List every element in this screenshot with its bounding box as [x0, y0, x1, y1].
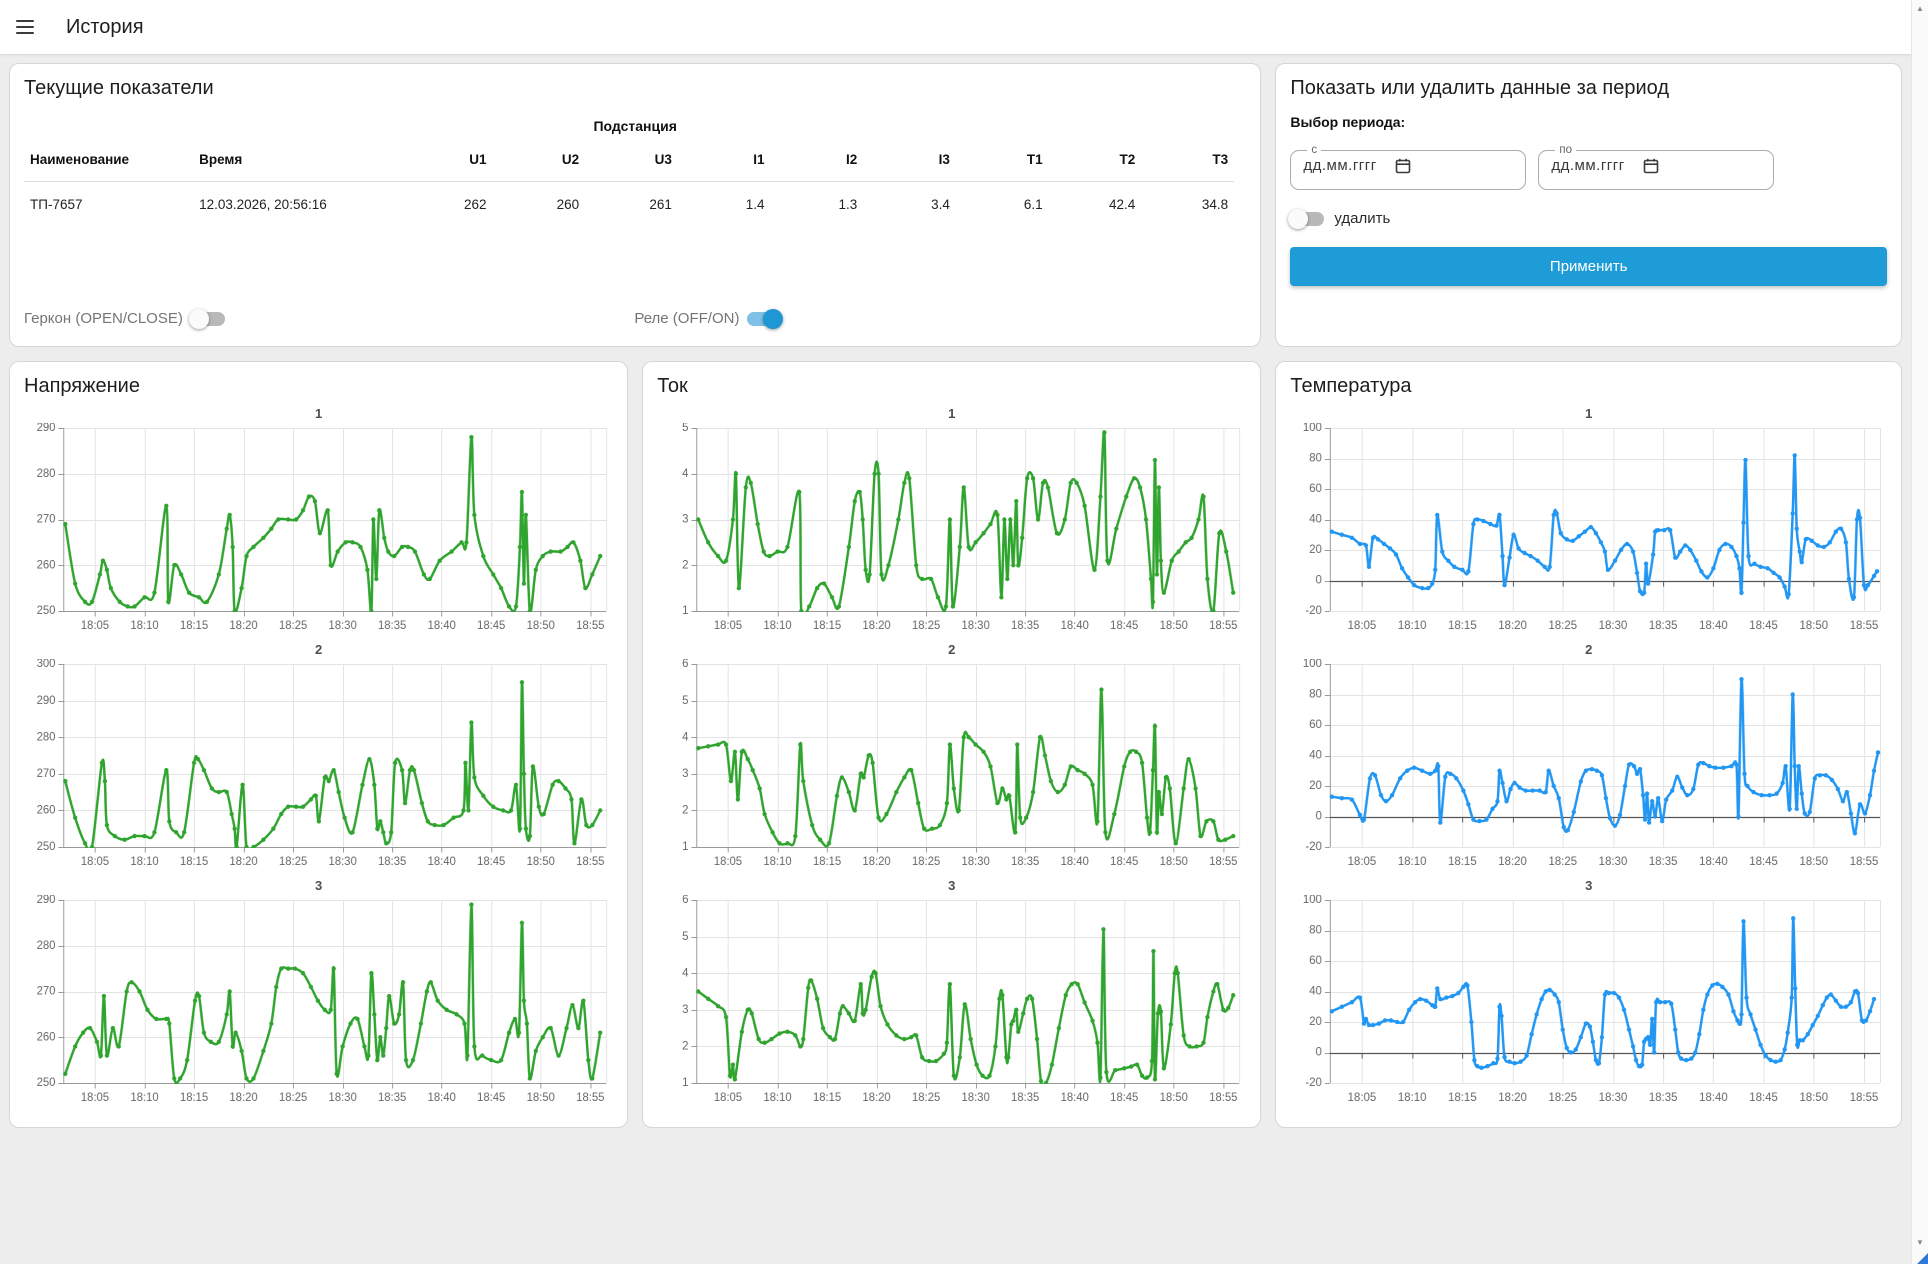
- subplot-title: 3: [948, 878, 956, 893]
- table-cell: 42.4: [1048, 181, 1142, 227]
- temperature-chart-canvas-3: [1290, 895, 1887, 1107]
- apply-button[interactable]: Применить: [1290, 247, 1887, 286]
- table-cell: 6.1: [955, 181, 1049, 227]
- column-header: U2: [561, 152, 580, 167]
- temperature-card-title: Температура: [1290, 375, 1412, 397]
- temperature-chart-canvas-2: [1290, 659, 1887, 871]
- amperage-chart-1: 1: [657, 406, 1247, 635]
- current-values-table: Наименование Время U1 U2 U3 I1 I2 I3 T1 T2 T3 ТП-7…: [24, 140, 1235, 227]
- amperage-chart-canvas-1: [657, 423, 1247, 635]
- column-header: T1: [1026, 152, 1043, 167]
- relay-toggle[interactable]: [747, 308, 784, 329]
- amperage-card-title: Ток: [657, 375, 688, 397]
- period-card: Показать или удалить данные за период Вы…: [1275, 63, 1902, 347]
- amperage-card: Ток 1 2 3: [642, 361, 1262, 1128]
- subplot-title: 1: [948, 406, 956, 421]
- amperage-chart-2: 2: [657, 642, 1247, 871]
- table-cell: ТП-7657: [24, 181, 194, 227]
- amperage-chart-canvas-2: [657, 659, 1247, 871]
- voltage-chart-3: 3: [24, 878, 614, 1107]
- temperature-chart-2: 2: [1290, 642, 1887, 871]
- table-cell: 260: [492, 181, 586, 227]
- calendar-icon[interactable]: [1643, 158, 1659, 174]
- table-cell: 1.3: [770, 181, 864, 227]
- voltage-chart-1: 1: [24, 406, 614, 635]
- date-to-input[interactable]: дд.мм.гггг: [1551, 157, 1625, 174]
- column-header: I3: [938, 152, 950, 167]
- voltage-chart-canvas-3: [24, 895, 614, 1107]
- relay-toggle-label: Реле (OFF/ON): [634, 310, 740, 327]
- table-cell: 12.03.2026, 20:56:16: [193, 181, 400, 227]
- date-to-label: по: [1559, 144, 1572, 156]
- voltage-card: Напряжение 1 2 3: [9, 361, 629, 1128]
- column-header: U3: [654, 152, 672, 167]
- temperature-chart-1: 1: [1290, 406, 1887, 635]
- amperage-chart-canvas-3: [657, 895, 1247, 1107]
- subplot-title: 2: [948, 642, 956, 657]
- subplot-title: 1: [314, 406, 323, 421]
- date-from-field[interactable]: с дд.мм.гггг: [1290, 144, 1527, 190]
- table-cell: 34.8: [1141, 181, 1235, 227]
- table-header-row: Наименование Время U1 U2 U3 I1 I2 I3 T1 T2 T3: [24, 140, 1234, 182]
- column-header: I1: [753, 152, 765, 167]
- current-values-title: Текущие показатели: [24, 77, 214, 99]
- amperage-chart-3: 3: [657, 878, 1247, 1107]
- voltage-card-title: Напряжение: [24, 375, 140, 397]
- current-values-card: Текущие показатели Подстанция Наименован…: [9, 63, 1262, 347]
- voltage-chart-canvas-1: [24, 423, 614, 635]
- scroll-down-icon[interactable]: ▼: [1916, 1238, 1924, 1247]
- column-header: Наименование: [30, 152, 130, 167]
- table-cell: 261: [585, 181, 678, 227]
- subplot-title: 3: [1585, 878, 1593, 893]
- temperature-card: Температура 1 2 3: [1275, 361, 1902, 1128]
- column-header: Время: [199, 152, 243, 167]
- voltage-chart-2: 2: [24, 642, 614, 871]
- delete-toggle[interactable]: [1288, 208, 1325, 229]
- table-cell: 1.4: [677, 181, 771, 227]
- subplot-title: 1: [1585, 406, 1593, 421]
- date-from-label: с: [1311, 144, 1318, 156]
- date-from-input[interactable]: дд.мм.гггг: [1303, 157, 1377, 174]
- gercon-toggle-group: Геркон (OPEN/CLOSE): [24, 308, 225, 329]
- top-app-bar: История: [0, 0, 1911, 55]
- subplot-title: 3: [314, 878, 323, 893]
- table-row: ТП-7657 12.03.2026, 20:56:16 262 260 261 1.4 1…: [24, 181, 1235, 227]
- voltage-chart-canvas-2: [24, 659, 614, 871]
- delete-toggle-label: удалить: [1334, 210, 1391, 227]
- table-cell: 3.4: [863, 181, 956, 227]
- relay-toggle-group: Реле (OFF/ON): [634, 308, 784, 329]
- column-header: I2: [845, 152, 858, 167]
- delete-toggle-group: удалить: [1288, 208, 1887, 229]
- page-title: История: [66, 15, 144, 38]
- column-header: U1: [469, 152, 487, 167]
- main-content: Текущие показатели Подстанция Наименован…: [0, 55, 1911, 1136]
- subplot-title: 2: [1585, 642, 1593, 657]
- resize-grip-icon: [1917, 1253, 1928, 1264]
- period-subtitle: Выбор периода:: [1290, 114, 1406, 130]
- period-title: Показать или удалить данные за период: [1290, 77, 1670, 99]
- temperature-chart-canvas-1: [1290, 423, 1887, 635]
- gercon-toggle[interactable]: [188, 308, 225, 329]
- table-title: Подстанция: [593, 118, 677, 134]
- column-header: T2: [1119, 152, 1136, 167]
- date-to-field[interactable]: по дд.мм.гггг: [1538, 144, 1775, 190]
- menu-icon[interactable]: [16, 13, 44, 41]
- table-cell: 262: [399, 181, 493, 227]
- scroll-up-icon[interactable]: ▲: [1916, 4, 1924, 13]
- calendar-icon[interactable]: [1395, 158, 1411, 174]
- vertical-scrollbar[interactable]: ▲ ▼: [1911, 0, 1928, 1264]
- toggle-row: Геркон (OPEN/CLOSE) Реле (OFF/ON): [24, 308, 1246, 333]
- temperature-chart-3: 3: [1290, 878, 1887, 1107]
- subplot-title: 2: [314, 642, 323, 657]
- column-header: T3: [1212, 152, 1229, 167]
- gercon-toggle-label: Геркон (OPEN/CLOSE): [24, 310, 183, 327]
